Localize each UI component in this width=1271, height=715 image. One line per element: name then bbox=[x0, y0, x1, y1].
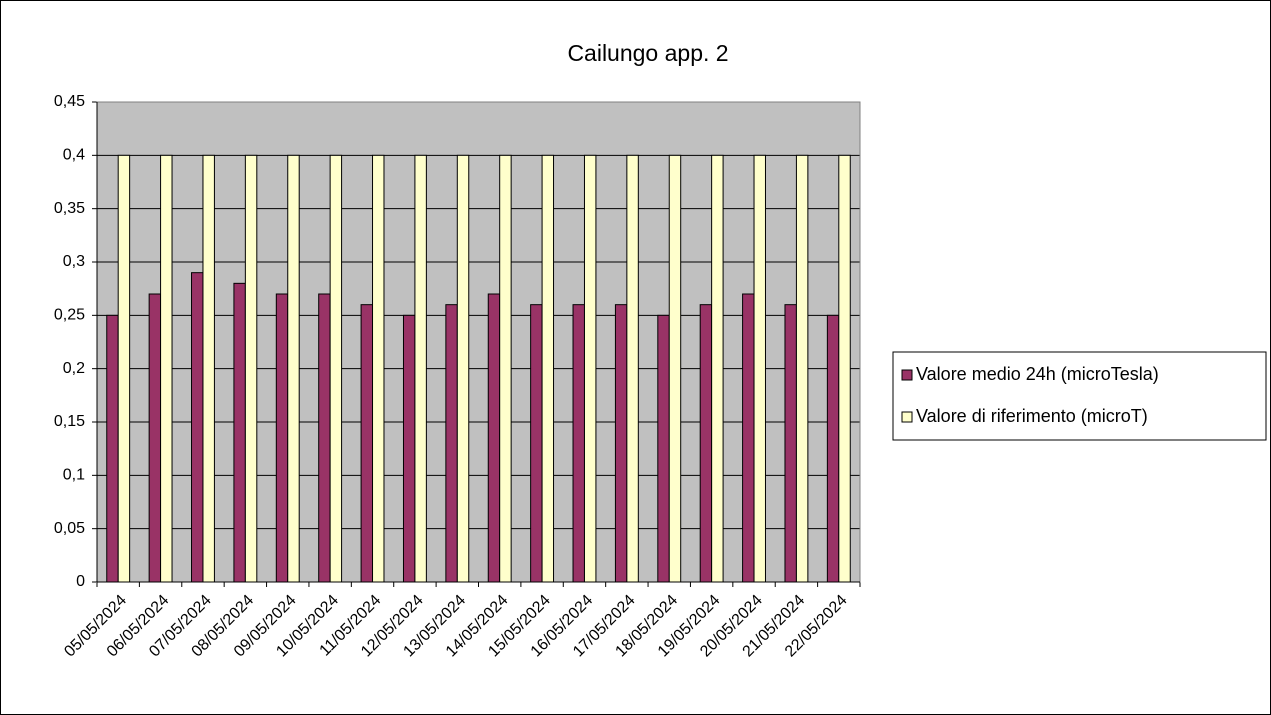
legend-label: Valore medio 24h (microTesla) bbox=[916, 364, 1159, 384]
bar bbox=[360, 304, 374, 583]
bar bbox=[414, 154, 427, 583]
legend-box bbox=[892, 351, 1267, 441]
y-tick-label: 0,2 bbox=[63, 360, 85, 377]
bar bbox=[583, 154, 597, 583]
bar bbox=[784, 304, 797, 583]
bar bbox=[287, 154, 300, 583]
y-tick-label: 0,45 bbox=[54, 93, 85, 110]
bar bbox=[499, 154, 512, 583]
bar bbox=[117, 154, 131, 583]
bar bbox=[402, 314, 416, 583]
y-tick-label: 0,15 bbox=[54, 413, 85, 430]
bar bbox=[487, 293, 501, 583]
plot-area bbox=[97, 102, 860, 582]
y-tick-label: 0,3 bbox=[63, 253, 85, 270]
y-tick-label: 0,25 bbox=[54, 307, 85, 324]
bar bbox=[668, 154, 682, 583]
bar bbox=[626, 154, 639, 583]
bar bbox=[318, 293, 331, 583]
bar bbox=[838, 154, 851, 583]
legend-swatch bbox=[901, 411, 913, 423]
bar bbox=[106, 314, 119, 583]
bar bbox=[530, 304, 543, 583]
y-tick-label: 0,35 bbox=[54, 200, 85, 217]
bar bbox=[541, 154, 555, 583]
bar bbox=[753, 154, 766, 583]
bar bbox=[826, 314, 840, 583]
bar bbox=[711, 154, 724, 583]
bar bbox=[275, 293, 289, 583]
bar bbox=[742, 293, 755, 583]
bar bbox=[572, 304, 585, 583]
y-tick-label: 0 bbox=[76, 573, 85, 590]
chart-title: Cailungo app. 2 bbox=[567, 40, 728, 66]
bar bbox=[699, 304, 713, 583]
bar bbox=[244, 154, 258, 583]
bar bbox=[148, 293, 162, 583]
bar bbox=[372, 154, 385, 583]
y-tick-label: 0,05 bbox=[54, 520, 85, 537]
bar bbox=[191, 272, 204, 583]
legend-swatch bbox=[901, 369, 913, 381]
bar bbox=[233, 282, 246, 583]
y-tick-label: 0,4 bbox=[63, 147, 85, 164]
bar bbox=[329, 154, 343, 583]
y-tick-label: 0,1 bbox=[63, 467, 85, 484]
bar bbox=[456, 154, 470, 583]
bar bbox=[202, 154, 215, 583]
legend: Valore medio 24h (microTesla) Valore di r… bbox=[892, 351, 1267, 441]
bar bbox=[445, 304, 458, 583]
bar bbox=[160, 154, 173, 583]
bar bbox=[657, 314, 670, 583]
bar bbox=[795, 154, 809, 583]
bar bbox=[614, 304, 628, 583]
legend-label: Valore di riferimento (microT) bbox=[916, 406, 1148, 426]
